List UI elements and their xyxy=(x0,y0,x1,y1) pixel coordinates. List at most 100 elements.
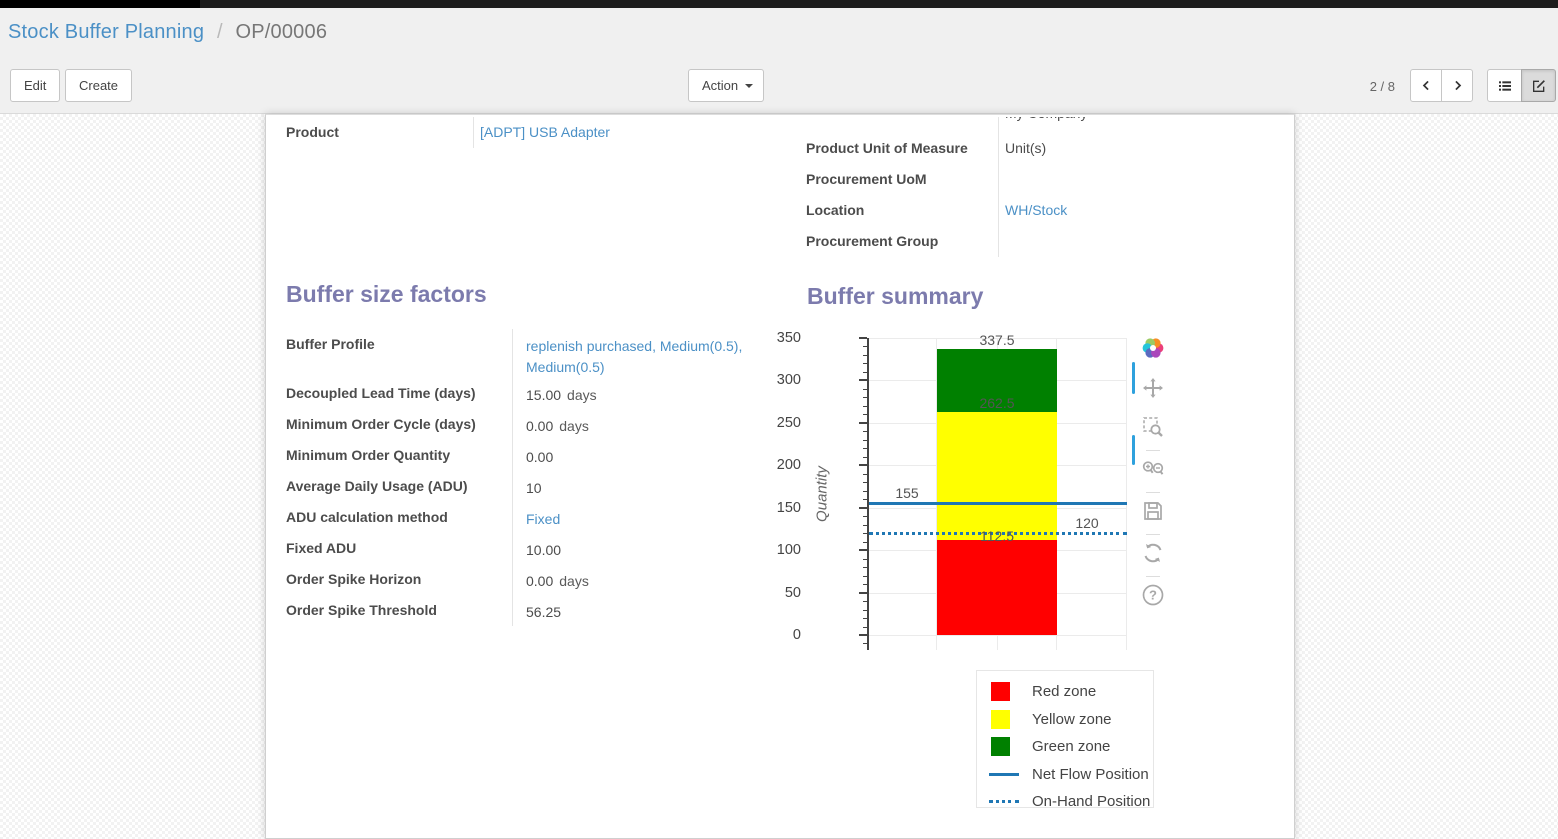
form-view-button[interactable] xyxy=(1521,69,1556,102)
y-tick-major xyxy=(859,421,867,424)
help-icon[interactable]: ? xyxy=(1141,583,1165,612)
breadcrumb-current: OP/00006 xyxy=(235,21,328,43)
y-tick-minor xyxy=(863,431,867,433)
buffer-summary-chart: Quantity 0 50 100 150 200 250 300 350 337.5 262.… xyxy=(777,325,1291,837)
legend-item[interactable]: On-Hand Position xyxy=(989,788,1153,816)
y-tick-major xyxy=(859,337,867,339)
field-product-value-link[interactable]: [ADPT] USB Adapter xyxy=(480,124,610,140)
chevron-right-icon xyxy=(1454,80,1461,91)
breadcrumb-separator: / xyxy=(216,21,223,43)
breadcrumb-parent-link[interactable]: Stock Buffer Planning xyxy=(8,21,205,43)
zoom-in-out-icon[interactable] xyxy=(1141,457,1165,486)
y-tick-minor xyxy=(863,626,867,628)
field-buffer-factor-value: Fixed xyxy=(512,502,771,533)
field-info-row: Procurement UoM xyxy=(806,164,1276,195)
field-info-label: Location xyxy=(806,202,865,218)
view-switcher xyxy=(1487,69,1556,102)
y-tick-minor xyxy=(863,346,867,348)
field-buffer-factor-value: 56.25 xyxy=(512,595,771,626)
top-nav-active-app xyxy=(0,0,200,8)
field-buffer-factor-value: 10 xyxy=(512,471,771,502)
field-buffer-factor-value-text: 10 xyxy=(526,480,542,496)
field-info-label: Procurement UoM xyxy=(806,171,927,187)
field-info-value-text: Unit(s) xyxy=(1005,140,1047,156)
y-tick-label: 200 xyxy=(776,457,801,474)
gridline-vertical xyxy=(1126,338,1127,650)
on-hand-position-line xyxy=(869,531,1127,535)
gridline-vertical xyxy=(936,338,938,650)
pager-counter: 2 / 8 xyxy=(1369,79,1395,94)
chevron-down-icon xyxy=(745,83,754,88)
field-product-value: [ADPT] USB Adapter xyxy=(473,117,766,148)
field-buffer-factor-row: Decoupled Lead Time (days) 15.00 days xyxy=(286,378,771,409)
y-tick-minor xyxy=(863,643,867,645)
field-buffer-factor-value-text: 0.00 xyxy=(526,449,554,465)
action-dropdown-button[interactable]: Action xyxy=(688,69,765,102)
pan-icon[interactable] xyxy=(1141,376,1165,405)
legend-label: On-Hand Position xyxy=(1032,793,1151,811)
legend-mark xyxy=(989,772,1019,776)
field-buffer-factor-value: 0.00 days xyxy=(512,564,771,595)
work-area: Product [ADPT] USB Adapter My Company Prod… xyxy=(0,114,1558,839)
chart-y-tick-labels: 0 50 100 150 200 250 300 350 xyxy=(755,330,801,650)
field-buffer-factor-value-link[interactable]: replenish purchased, Medium(0.5), Medium… xyxy=(526,338,743,375)
product-info-group-right: My Company Product Unit of Measure Unit(s)… xyxy=(806,117,1276,257)
chart-plot-area[interactable]: 337.5 262.5 155 112.5 120 xyxy=(859,332,1127,650)
field-buffer-factor-row: Buffer Profile replenish purchased, Mediu… xyxy=(286,329,771,378)
field-buffer-factor-row: Minimum Order Cycle (days) 0.00 days xyxy=(286,409,771,440)
y-tick-minor xyxy=(863,524,867,526)
y-tick-label: 0 xyxy=(792,627,801,643)
field-info-value-link[interactable]: WH/Stock xyxy=(1005,202,1068,218)
pager-buttons xyxy=(1410,69,1473,102)
field-buffer-factor-label: Order Spike Threshold xyxy=(286,602,437,618)
y-tick-major xyxy=(859,634,867,636)
modebar-separator xyxy=(1146,450,1160,451)
field-info-row: Product Unit of Measure Unit(s) xyxy=(806,133,1276,164)
legend-mark xyxy=(991,737,1010,757)
modebar-scroll-indicator xyxy=(1132,435,1135,465)
section-title-buffer-size-factors: Buffer size factors xyxy=(286,281,487,307)
edit-button[interactable]: Edit xyxy=(10,69,61,102)
legend-item[interactable]: Net Flow Position xyxy=(989,761,1153,789)
y-tick-minor xyxy=(863,490,867,492)
legend-item[interactable]: Green zone xyxy=(989,733,1153,761)
legend-swatch-dotted xyxy=(989,800,1019,804)
yellow-zone-bar xyxy=(937,412,1057,540)
control-panel: Stock Buffer Planning / OP/00006 Edit Cr… xyxy=(0,8,1558,114)
field-buffer-factor-label: ADU calculation method xyxy=(286,509,448,525)
y-tick-major xyxy=(859,549,867,552)
field-buffer-factor-value-text: 10.00 xyxy=(526,542,562,558)
pager-next-button[interactable] xyxy=(1441,69,1473,102)
field-buffer-factor-value: 0.00 days xyxy=(512,409,771,440)
save-icon[interactable] xyxy=(1141,499,1165,528)
reset-axes-icon[interactable] xyxy=(1141,541,1165,570)
modebar-separator xyxy=(1146,534,1160,535)
field-buffer-factor-value: replenish purchased, Medium(0.5), Medium… xyxy=(512,329,771,378)
box-zoom-icon[interactable] xyxy=(1141,415,1165,444)
legend-item[interactable]: Red zone xyxy=(989,678,1153,706)
list-view-button[interactable] xyxy=(1487,69,1522,102)
field-buffer-factor-value-link[interactable]: Fixed xyxy=(526,511,561,527)
field-info-label: Product Unit of Measure xyxy=(806,140,968,156)
y-tick-label: 150 xyxy=(776,499,801,516)
field-buffer-factor-label: Order Spike Horizon xyxy=(286,571,422,587)
legend-label: Yellow zone xyxy=(1032,710,1112,728)
pager-previous-button[interactable] xyxy=(1410,69,1442,102)
create-button[interactable]: Create xyxy=(65,69,133,102)
plotly-logo-icon[interactable] xyxy=(1140,335,1166,366)
field-buffer-factor-value: 10.00 xyxy=(512,533,771,564)
field-buffer-factor-label: Minimum Order Cycle (days) xyxy=(286,416,476,432)
legend-item[interactable]: Yellow zone xyxy=(989,706,1153,734)
y-tick-minor xyxy=(863,541,867,543)
legend-label: Net Flow Position xyxy=(1032,765,1149,783)
y-tick-minor xyxy=(863,609,867,611)
field-info-value: WH/Stock xyxy=(998,195,1276,226)
field-info-row: My Company xyxy=(806,117,1276,133)
y-tick-minor xyxy=(863,363,867,365)
y-tick-minor xyxy=(863,388,867,390)
legend-label: Red zone xyxy=(1032,683,1097,701)
field-buffer-factor-value: 0.00 xyxy=(512,440,771,471)
green-zone-bar xyxy=(937,348,1057,413)
y-tick-minor xyxy=(863,499,867,501)
uom-suffix: days xyxy=(559,418,589,434)
